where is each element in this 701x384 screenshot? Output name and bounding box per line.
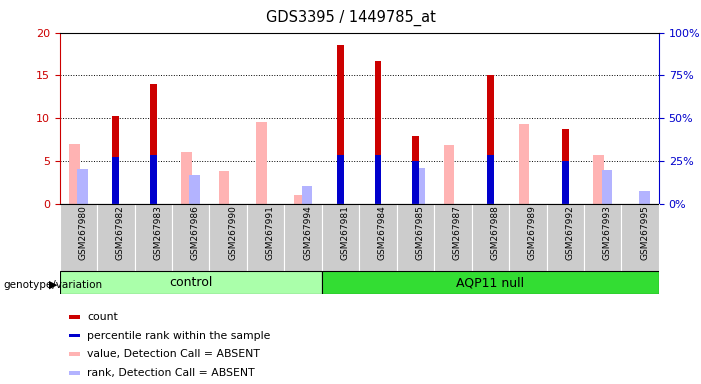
Bar (112, 157, 119, 204)
Bar (322, 271, 659, 294)
Bar (412, 136, 418, 204)
Bar (257, 122, 267, 204)
Bar (302, 187, 313, 204)
Text: genotype/variation: genotype/variation (4, 280, 102, 290)
Text: GSM267989: GSM267989 (528, 205, 537, 260)
Text: GSM267981: GSM267981 (341, 205, 350, 260)
Bar (247, 204, 285, 271)
Text: ▶: ▶ (49, 280, 57, 290)
Text: value, Detection Call = ABSENT: value, Detection Call = ABSENT (87, 349, 260, 359)
Text: AQP11 null: AQP11 null (456, 276, 524, 289)
Bar (594, 155, 604, 204)
Bar (562, 161, 569, 204)
Bar (519, 124, 529, 204)
Bar (69, 371, 80, 374)
Text: GSM267988: GSM267988 (491, 205, 499, 260)
Text: GSM267994: GSM267994 (303, 205, 312, 260)
Bar (509, 204, 547, 271)
Text: GSM267990: GSM267990 (228, 205, 237, 260)
Bar (337, 45, 344, 204)
Text: GSM267993: GSM267993 (603, 205, 612, 260)
Text: GSM267991: GSM267991 (266, 205, 275, 260)
Bar (60, 271, 322, 294)
Bar (487, 75, 494, 204)
Bar (77, 169, 88, 204)
Text: control: control (169, 276, 212, 289)
Bar (487, 155, 494, 204)
Bar (639, 191, 650, 204)
Bar (414, 168, 425, 204)
Bar (322, 204, 359, 271)
Bar (182, 152, 192, 204)
Bar (69, 144, 79, 204)
Bar (69, 315, 80, 319)
Text: GSM267987: GSM267987 (453, 205, 462, 260)
Bar (434, 204, 472, 271)
Bar (219, 171, 229, 204)
Text: GSM267995: GSM267995 (640, 205, 649, 260)
Bar (622, 204, 659, 271)
Text: rank, Detection Call = ABSENT: rank, Detection Call = ABSENT (87, 368, 254, 378)
Text: GSM267980: GSM267980 (79, 205, 88, 260)
Bar (584, 204, 622, 271)
Text: GSM267983: GSM267983 (154, 205, 162, 260)
Text: GDS3395 / 1449785_at: GDS3395 / 1449785_at (266, 10, 435, 26)
Bar (60, 204, 97, 271)
Bar (172, 204, 210, 271)
Text: percentile rank within the sample: percentile rank within the sample (87, 331, 271, 341)
Bar (97, 204, 135, 271)
Bar (374, 61, 381, 204)
Bar (210, 204, 247, 271)
Bar (472, 204, 509, 271)
Bar (601, 170, 612, 204)
Bar (112, 116, 119, 204)
Text: GSM267985: GSM267985 (416, 205, 424, 260)
Bar (562, 129, 569, 204)
Bar (69, 334, 80, 338)
Bar (69, 353, 80, 356)
Bar (374, 155, 381, 204)
Text: GSM267982: GSM267982 (116, 205, 125, 260)
Bar (135, 204, 172, 271)
Bar (412, 161, 418, 204)
Bar (359, 204, 397, 271)
Text: GSM267984: GSM267984 (378, 205, 387, 260)
Bar (294, 195, 304, 204)
Text: count: count (87, 312, 118, 322)
Bar (150, 155, 156, 204)
Bar (444, 144, 454, 204)
Bar (189, 175, 200, 204)
Text: GSM267986: GSM267986 (191, 205, 200, 260)
Bar (337, 155, 344, 204)
Text: GSM267992: GSM267992 (565, 205, 574, 260)
Bar (285, 204, 322, 271)
Bar (150, 84, 156, 204)
Bar (547, 204, 584, 271)
Bar (397, 204, 434, 271)
